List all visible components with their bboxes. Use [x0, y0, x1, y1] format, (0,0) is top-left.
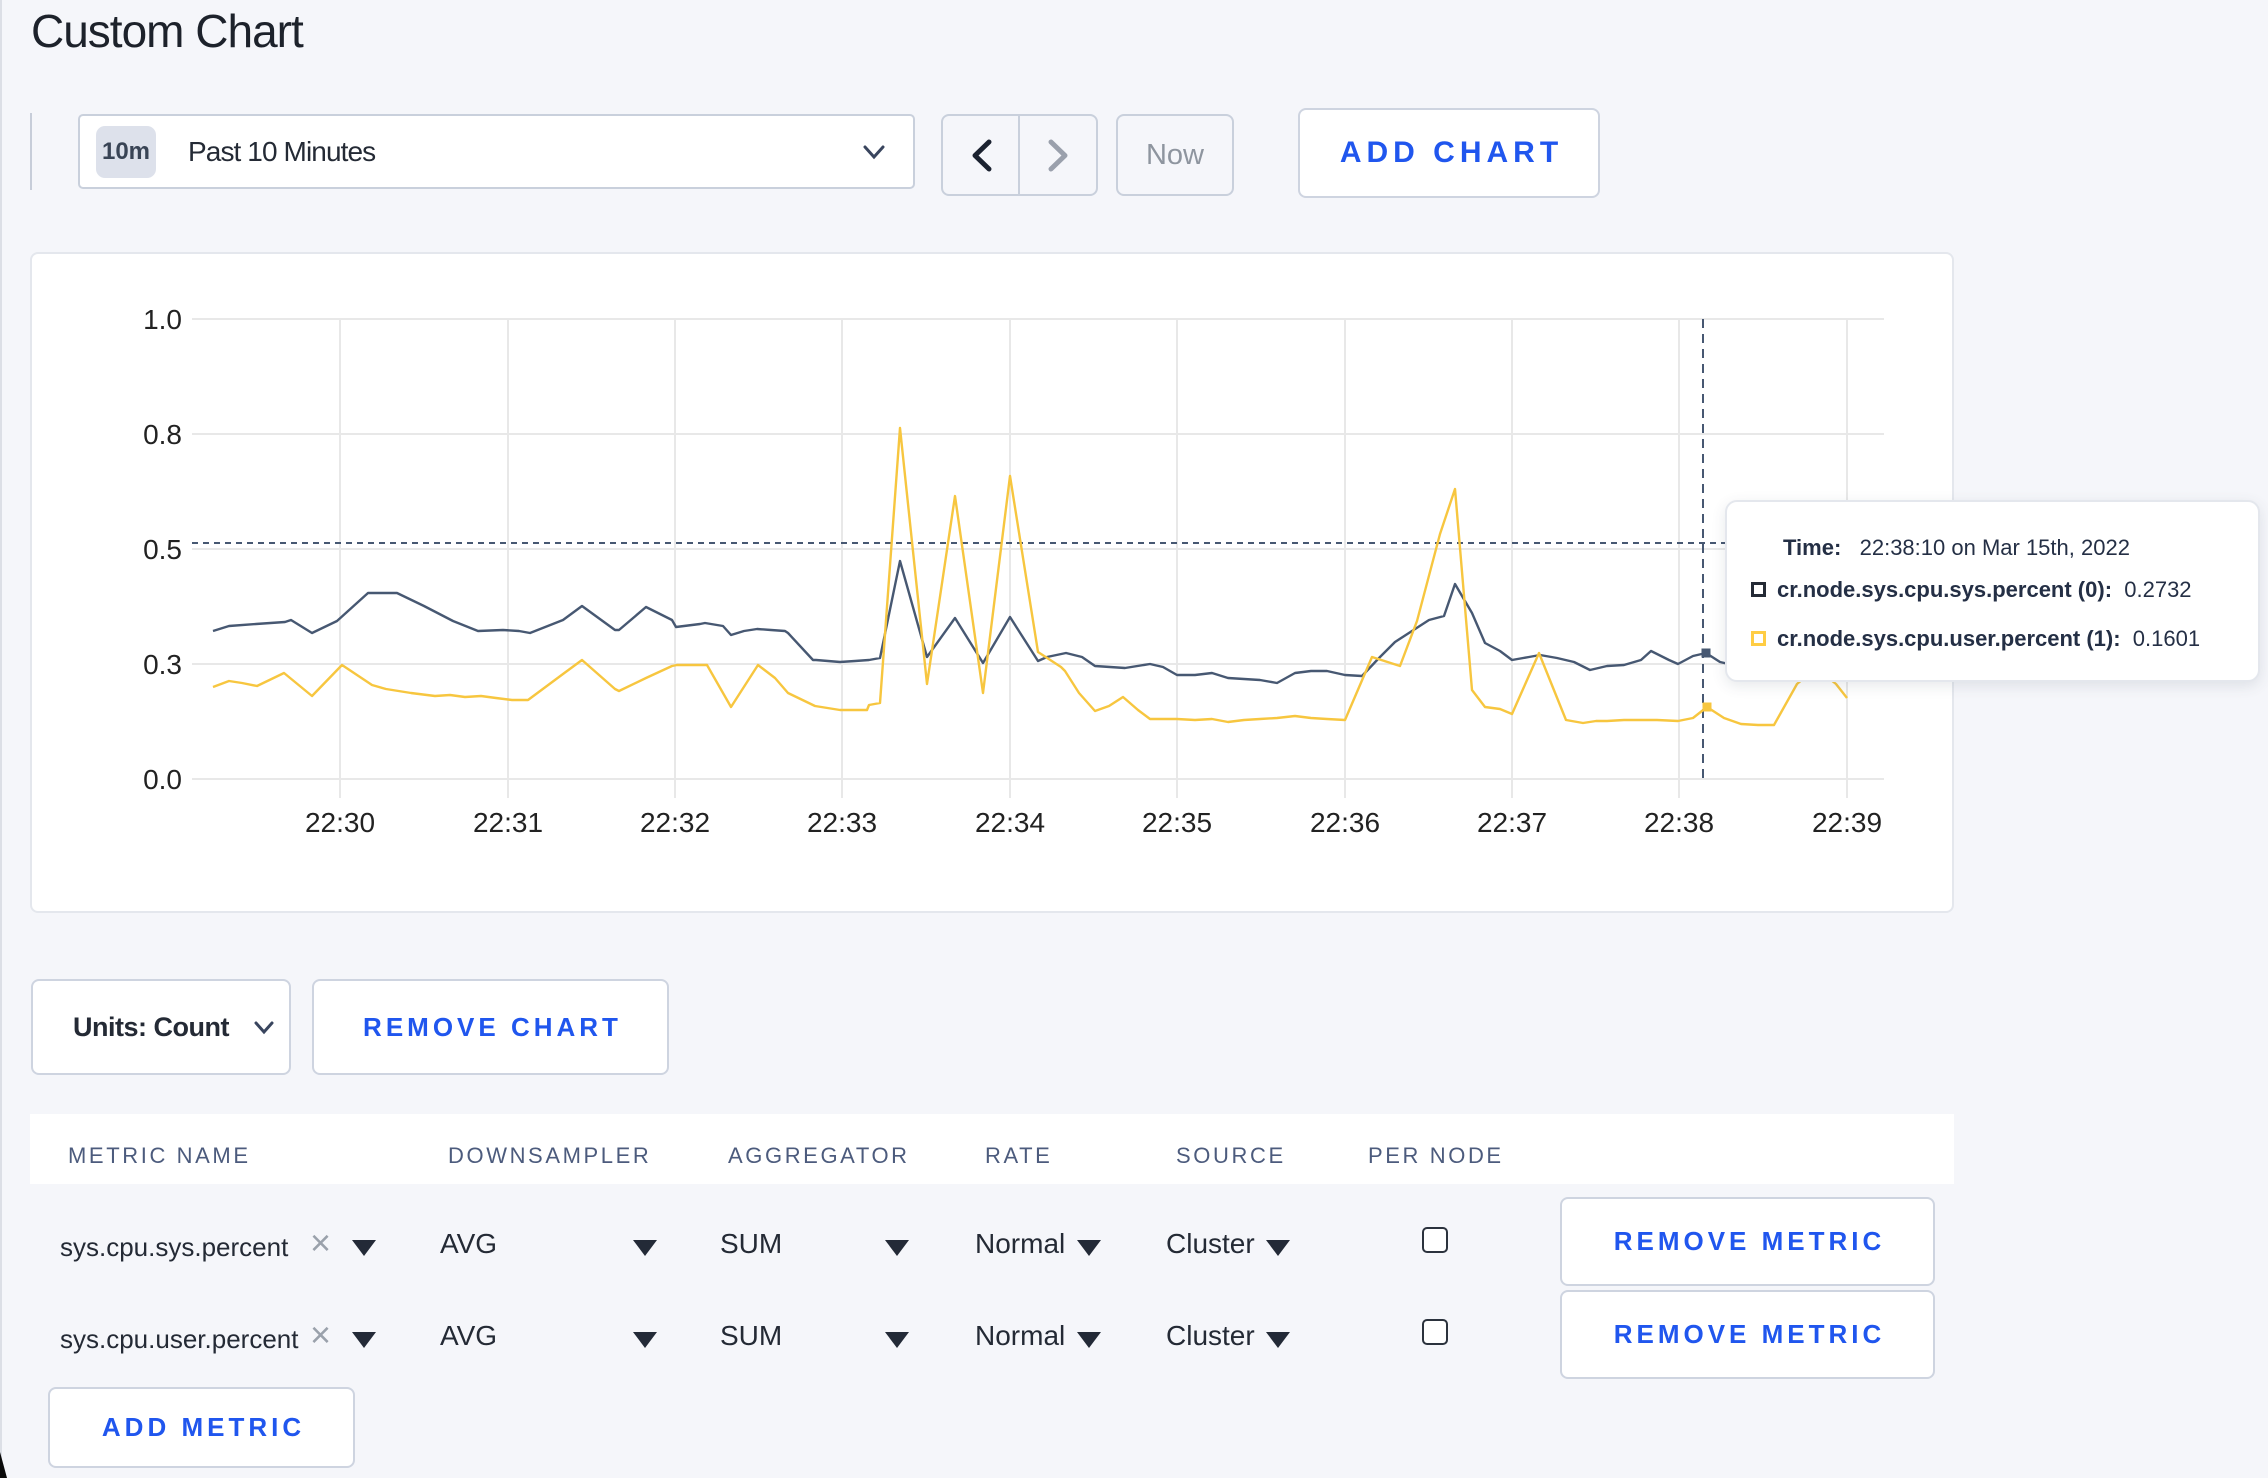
svg-text:22:35: 22:35: [1142, 807, 1212, 838]
svg-text:22:33: 22:33: [807, 807, 877, 838]
svg-text:22:34: 22:34: [975, 807, 1045, 838]
svg-text:1.0: 1.0: [143, 304, 182, 335]
svg-text:0.8: 0.8: [143, 419, 182, 450]
svg-text:0.5: 0.5: [143, 534, 182, 565]
svg-text:22:38: 22:38: [1644, 807, 1714, 838]
svg-text:0.0: 0.0: [143, 764, 182, 795]
svg-text:22:31: 22:31: [473, 807, 543, 838]
svg-text:22:36: 22:36: [1310, 807, 1380, 838]
svg-text:22:37: 22:37: [1477, 807, 1547, 838]
svg-text:22:32: 22:32: [640, 807, 710, 838]
svg-text:22:30: 22:30: [305, 807, 375, 838]
svg-text:22:39: 22:39: [1812, 807, 1882, 838]
svg-text:0.3: 0.3: [143, 649, 182, 680]
